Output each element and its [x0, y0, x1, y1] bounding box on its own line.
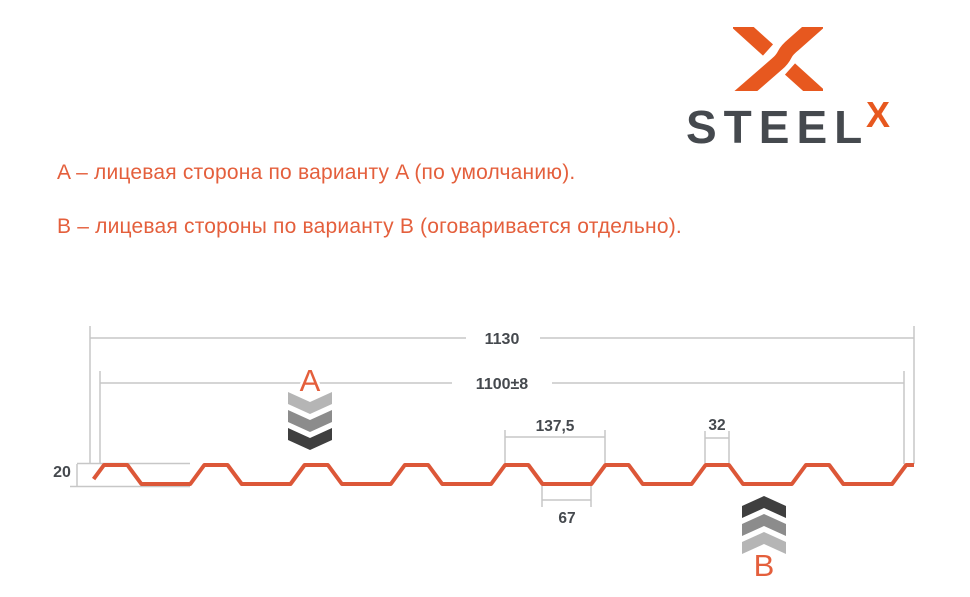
note-line-b: B – лицевая стороны по варианту B (огова… [57, 215, 682, 238]
profile-diagram: 1130 1100±8 137,5 32 [53, 326, 915, 586]
dim-pitch-label: 137,5 [536, 418, 575, 435]
dim-height-label: 20 [53, 464, 71, 481]
logo-x-arm-top-left [733, 27, 774, 56]
chevron-down-icon [288, 410, 332, 432]
marker-b-label: B [754, 548, 775, 583]
dim-overall-label: 1130 [485, 331, 520, 348]
profile-line [91, 463, 914, 486]
dimension-working: 1100±8 [99, 371, 905, 464]
dimension-rib-bottom: 67 [541, 486, 592, 527]
note-line-a: A – лицевая сторона по варианту A (по ум… [57, 161, 576, 184]
dimension-overall: 1130 [89, 326, 915, 464]
dimension-height: 20 [53, 462, 190, 488]
marker-a: A [288, 361, 332, 450]
chevron-up-icon [742, 532, 786, 554]
logo-x-link-stroke [734, 27, 823, 91]
chevron-up-icon [742, 496, 786, 518]
dim-rib-top-label: 32 [708, 417, 725, 434]
dim-rib-bottom-label: 67 [558, 510, 575, 527]
brand-sup-x: X [866, 94, 891, 135]
marker-b: B [742, 496, 786, 586]
brand-text: STEEL [686, 101, 870, 153]
dim-working-label: 1100±8 [476, 376, 528, 393]
dimension-rib-top: 32 [704, 417, 730, 463]
chevron-down-icon [288, 428, 332, 450]
chevron-up-icon [742, 514, 786, 536]
logo-x-arm-bottom-right [784, 63, 823, 91]
dimension-pitch: 137,5 [504, 418, 606, 463]
logo: STEEL X [0, 0, 970, 170]
chevron-down-icon [288, 392, 332, 414]
marker-a-label: A [300, 363, 321, 398]
steelx-logo-icon [733, 27, 823, 91]
